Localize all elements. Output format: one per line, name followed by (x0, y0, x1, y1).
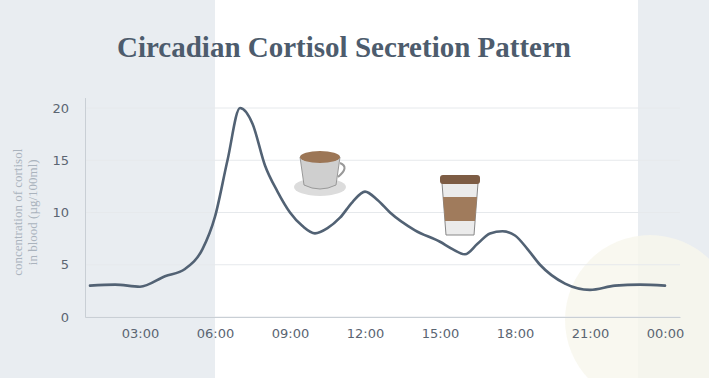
y-tick: 10 (52, 205, 85, 220)
x-tick-label: 09:00 (272, 326, 309, 341)
y-tick-label: 5 (61, 257, 69, 272)
y-axis-title: concentration of cortisolin blood (µg/10… (10, 148, 40, 275)
x-tick: 21:00 (572, 317, 609, 341)
y-axis-line (85, 98, 86, 317)
line (90, 108, 665, 290)
x-tick: 03:00 (122, 317, 159, 341)
x-tick-label: 21:00 (572, 326, 609, 341)
x-tick: 15:00 (422, 317, 459, 341)
x-tick-label: 12:00 (347, 326, 384, 341)
y-axis-title-line: concentration of cortisol (10, 148, 25, 275)
grid-line (85, 264, 680, 265)
y-tick: 20 (52, 101, 85, 116)
y-tick-label: 0 (61, 310, 69, 325)
x-tick: 06:00 (197, 317, 234, 341)
x-tick: 00:00 (647, 317, 684, 341)
x-tick: 12:00 (347, 317, 384, 341)
x-tick-label: 18:00 (497, 326, 534, 341)
y-tick: 0 (61, 310, 85, 325)
x-axis: 03:00 06:00 09:00 12:00 15:00 18:00 21:00 00:00 (86, 317, 685, 341)
grid (85, 108, 680, 317)
title: Circadian Cortisol Secretion Pattern (117, 31, 571, 63)
y-tick-label: 20 (52, 101, 69, 116)
y-tick-label: 10 (52, 205, 69, 220)
x-tick: 09:00 (272, 317, 309, 341)
decoration (440, 175, 480, 235)
x-tick: 18:00 (497, 317, 534, 341)
grid-line (85, 108, 680, 109)
x-tick-label: 06:00 (197, 326, 234, 341)
x-tick-label: 00:00 (647, 326, 684, 341)
decoration (294, 151, 346, 196)
grid-line (85, 160, 680, 161)
x-axis-line (86, 317, 681, 318)
grid-line (85, 212, 680, 213)
y-tick: 15 (52, 153, 85, 168)
y-axis: 0 5 10 15 20 (52, 98, 85, 325)
decoration (565, 235, 709, 378)
chart: 03:00 06:00 09:00 12:00 15:00 18:00 21:00 00:00… (0, 0, 709, 378)
y-tick: 5 (61, 257, 85, 272)
grid-line (85, 317, 680, 318)
y-tick-label: 15 (52, 153, 69, 168)
x-tick-label: 15:00 (422, 326, 459, 341)
x-tick-label: 03:00 (122, 326, 159, 341)
plot-area (90, 108, 665, 290)
y-axis-title-line: in blood (µg/100ml) (25, 159, 40, 265)
